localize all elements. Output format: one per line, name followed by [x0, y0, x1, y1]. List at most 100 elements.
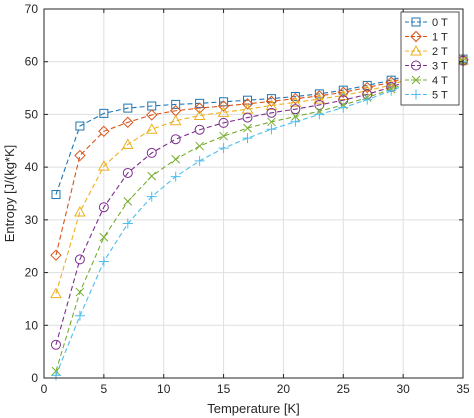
x-tick-label: 35	[456, 382, 470, 396]
legend-label: 1 T	[432, 32, 448, 44]
data-point	[217, 100, 230, 112]
data-point	[98, 125, 110, 138]
series-lines	[50, 53, 469, 381]
data-point	[266, 107, 277, 118]
legend-item: 1 T	[405, 30, 448, 44]
legend-marker	[411, 60, 421, 71]
series-1t	[50, 53, 469, 261]
data-point	[74, 149, 86, 162]
data-point	[314, 89, 324, 99]
data-point	[313, 93, 326, 104]
data-point	[313, 90, 326, 102]
data-point	[218, 117, 229, 128]
data-point	[338, 85, 348, 95]
data-point	[194, 155, 205, 166]
data-point	[386, 85, 397, 96]
data-point	[194, 124, 205, 135]
data-point	[122, 218, 133, 229]
y-axis-label: Entropy [J/(kg*K]	[2, 145, 17, 243]
data-point	[337, 89, 350, 100]
data-point	[291, 112, 300, 121]
x-tick-label: 5	[101, 382, 108, 396]
data-point	[195, 98, 205, 108]
plot-frame	[43, 8, 464, 379]
data-point	[193, 102, 206, 114]
x-tick-label: 20	[277, 382, 291, 396]
legend-item: 5 T	[405, 89, 448, 102]
y-tick-label: 0	[31, 371, 38, 385]
data-point	[50, 370, 61, 381]
legend-item: 3 T	[405, 60, 448, 73]
legend-marker	[411, 75, 421, 85]
axis-ticks: 0 5 10 15 20 25 30 35 0 10 20 30 40 50 60 70	[25, 2, 470, 396]
data-point	[99, 108, 109, 118]
series-line	[55, 61, 464, 376]
x-tick-label: 10	[157, 382, 171, 396]
legend-item: 4 T	[405, 75, 448, 87]
data-point	[241, 98, 254, 110]
data-point	[98, 256, 109, 267]
y-tick-label: 30	[25, 213, 39, 227]
data-point	[98, 202, 109, 213]
x-tick-label: 25	[337, 382, 351, 396]
data-point	[145, 123, 158, 134]
series-5t	[50, 56, 468, 381]
data-point	[122, 116, 134, 129]
data-point	[74, 310, 85, 321]
data-point	[147, 171, 157, 181]
data-point	[170, 171, 181, 182]
data-point	[170, 134, 181, 145]
data-point	[265, 95, 278, 107]
data-point	[74, 205, 86, 217]
legend-item: 0 T	[405, 17, 448, 29]
data-point	[290, 116, 301, 127]
legend-label: 2 T	[432, 46, 448, 58]
data-point	[219, 131, 228, 141]
series-line	[55, 59, 464, 256]
legend-label: 0 T	[432, 17, 448, 29]
series-line	[55, 60, 464, 372]
data-point	[171, 99, 181, 109]
data-point	[193, 109, 206, 120]
y-tick-label: 20	[25, 266, 39, 280]
y-tick-label: 70	[25, 2, 39, 16]
legend-label: 4 T	[432, 75, 448, 87]
legend-marker	[411, 89, 421, 100]
y-tick-label: 60	[25, 55, 39, 69]
data-point	[121, 138, 134, 149]
data-point	[266, 124, 277, 135]
legend-marker	[410, 30, 422, 43]
legend-item: 2 T	[405, 44, 448, 58]
data-point	[338, 102, 349, 113]
data-point	[217, 106, 230, 117]
data-point	[123, 103, 133, 113]
data-point	[146, 109, 158, 121]
data-point	[74, 254, 85, 265]
data-point	[267, 117, 276, 127]
data-point	[337, 86, 349, 98]
x-tick-label: 15	[217, 382, 231, 396]
data-point	[50, 287, 62, 299]
data-point	[51, 190, 61, 200]
x-tick-label: 0	[41, 382, 48, 396]
data-point	[290, 92, 300, 102]
data-point	[122, 167, 133, 178]
data-point	[362, 94, 373, 105]
data-point	[195, 141, 204, 151]
data-point	[242, 133, 253, 144]
data-point	[242, 112, 253, 123]
legend-marker	[410, 44, 422, 56]
data-point	[99, 232, 109, 242]
series-2t	[50, 54, 469, 299]
data-point	[75, 287, 85, 297]
legend-label: 5 T	[432, 90, 448, 102]
data-point	[50, 249, 62, 261]
data-point	[75, 121, 85, 131]
data-point	[50, 339, 61, 350]
series-line	[55, 59, 464, 294]
y-tick-label: 40	[25, 160, 39, 174]
y-tick-label: 10	[25, 318, 39, 332]
data-point	[218, 143, 229, 154]
